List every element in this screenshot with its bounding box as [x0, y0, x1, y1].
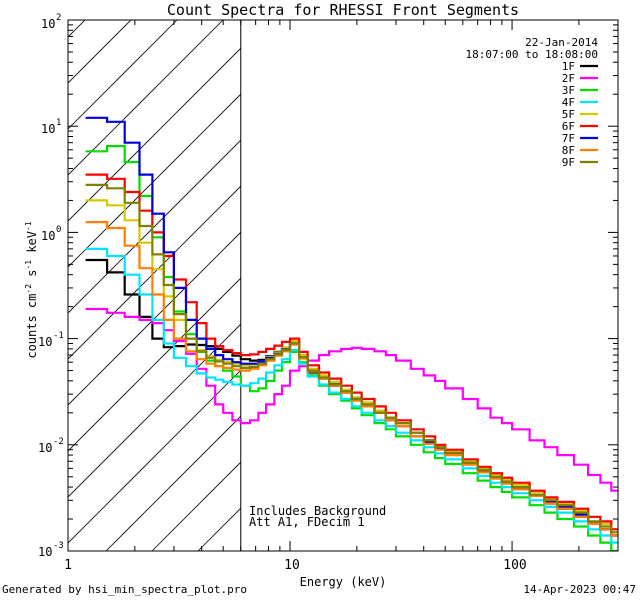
- x-axis-label: Energy (keV): [300, 575, 387, 589]
- hatch-line: [68, 47, 241, 222]
- series-4F: [85, 247, 618, 544]
- series-7F: [85, 116, 618, 537]
- legend-label: 1F: [562, 60, 575, 73]
- svg-text:10: 10: [38, 545, 52, 559]
- svg-text:10: 10: [41, 17, 55, 31]
- svg-text:-2: -2: [53, 437, 64, 447]
- svg-text:10: 10: [41, 122, 55, 136]
- legend-label: 9F: [562, 156, 575, 169]
- y-tick-label: 10 1: [41, 118, 61, 136]
- legend-label: 4F: [562, 96, 575, 109]
- hatch-line: [68, 231, 241, 406]
- legend-label: 6F: [562, 120, 575, 133]
- legend-time-range: 18:07:00 to 18:08:00: [466, 48, 598, 61]
- svg-text:2: 2: [56, 13, 61, 23]
- hatch-line: [105, 415, 241, 551]
- hatch-line: [68, 139, 241, 314]
- legend-label: 8F: [562, 144, 575, 157]
- hatch-line: [68, 277, 241, 452]
- annotation-attenuator: Att A1, FDecim 1: [249, 515, 365, 529]
- series-5F: [85, 199, 618, 531]
- x-tick-label: 10: [284, 558, 300, 573]
- y-tick-label: 10 0: [41, 225, 61, 243]
- legend-label: 7F: [562, 132, 575, 145]
- series-6F: [85, 173, 618, 531]
- axis-ticks: [67, 19, 619, 552]
- plot-frame: [67, 19, 619, 552]
- svg-text:10: 10: [38, 335, 52, 349]
- series-9F: [85, 183, 618, 534]
- hatch-line: [68, 323, 241, 498]
- svg-text:10: 10: [38, 441, 52, 455]
- series-group: [85, 116, 618, 551]
- chart-title: Count Spectra for RHESSI Front Segments: [167, 1, 519, 19]
- hatched-region: [68, 0, 640, 551]
- svg-text:-3: -3: [53, 541, 64, 551]
- hatch-line: [68, 185, 241, 360]
- x-tick-label: 1: [64, 558, 72, 573]
- footer-generator: Generated by hsi_min_spectra_plot.pro: [2, 583, 248, 596]
- hatch-line: [68, 20, 178, 130]
- legend: 22-Jan-2014 18:07:00 to 18:08:00 1F2F3F4…: [466, 36, 599, 169]
- hatch-line: [244, 0, 640, 551]
- y-tick-label: 10 -1: [38, 331, 64, 349]
- svg-text:10: 10: [41, 229, 55, 243]
- legend-label: 5F: [562, 108, 575, 121]
- svg-text:0: 0: [56, 225, 61, 235]
- y-axis-label: counts cm-2 s-1 keV-1: [24, 221, 39, 358]
- series-8F: [85, 221, 618, 537]
- legend-label: 3F: [562, 84, 575, 97]
- y-tick-label: 10 2: [41, 13, 61, 31]
- x-tick-label: 100: [503, 558, 526, 573]
- y-tick-label: 10 -2: [38, 437, 64, 455]
- footer-timestamp: 14-Apr-2023 00:47: [523, 583, 636, 596]
- legend-date: 22-Jan-2014: [525, 36, 598, 49]
- hatch-line: [68, 20, 224, 176]
- hatch-line: [68, 369, 241, 544]
- svg-text:-1: -1: [53, 331, 64, 341]
- annotation-background: Includes Background: [249, 504, 386, 518]
- y-tick-label: 10 -3: [38, 541, 64, 559]
- legend-label: 2F: [562, 72, 575, 85]
- hatch-line: [68, 93, 241, 268]
- svg-text:1: 1: [56, 118, 61, 128]
